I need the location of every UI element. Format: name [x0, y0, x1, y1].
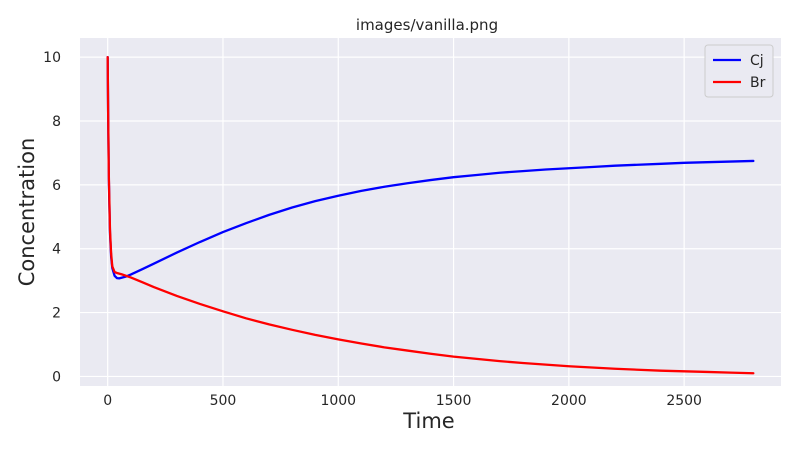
series-lines	[106, 56, 755, 375]
x-tick-label: 1500	[436, 393, 472, 409]
y-axis-ticks: 0 2 4 6 8 10	[43, 50, 61, 385]
y-tick-label: 0	[52, 369, 61, 385]
legend-label: Cj	[750, 53, 764, 69]
plot-area	[80, 38, 781, 386]
y-tick-label: 4	[52, 242, 61, 258]
legend-label: Br	[750, 75, 766, 91]
x-axis-label: Time	[402, 409, 454, 433]
y-tick-label: 8	[52, 114, 61, 130]
series-line-br	[106, 56, 755, 375]
y-tick-label: 6	[52, 178, 61, 194]
legend-box	[704, 44, 774, 98]
series-line-cj	[106, 56, 755, 280]
y-tick-label: 2	[52, 306, 61, 322]
x-axis-ticks: 0 500 1000 1500 2000 2500	[103, 393, 702, 409]
legend: Cj Br	[704, 44, 774, 98]
grid	[80, 38, 781, 386]
x-tick-label: 2500	[666, 393, 702, 409]
x-tick-label: 1000	[320, 393, 356, 409]
y-axis-label: Concentration	[15, 138, 39, 287]
x-tick-label: 2000	[551, 393, 587, 409]
chart-title: images/vanilla.png	[356, 16, 498, 34]
x-tick-label: 500	[210, 393, 237, 409]
x-tick-label: 0	[103, 393, 112, 409]
y-tick-label: 10	[43, 50, 61, 66]
